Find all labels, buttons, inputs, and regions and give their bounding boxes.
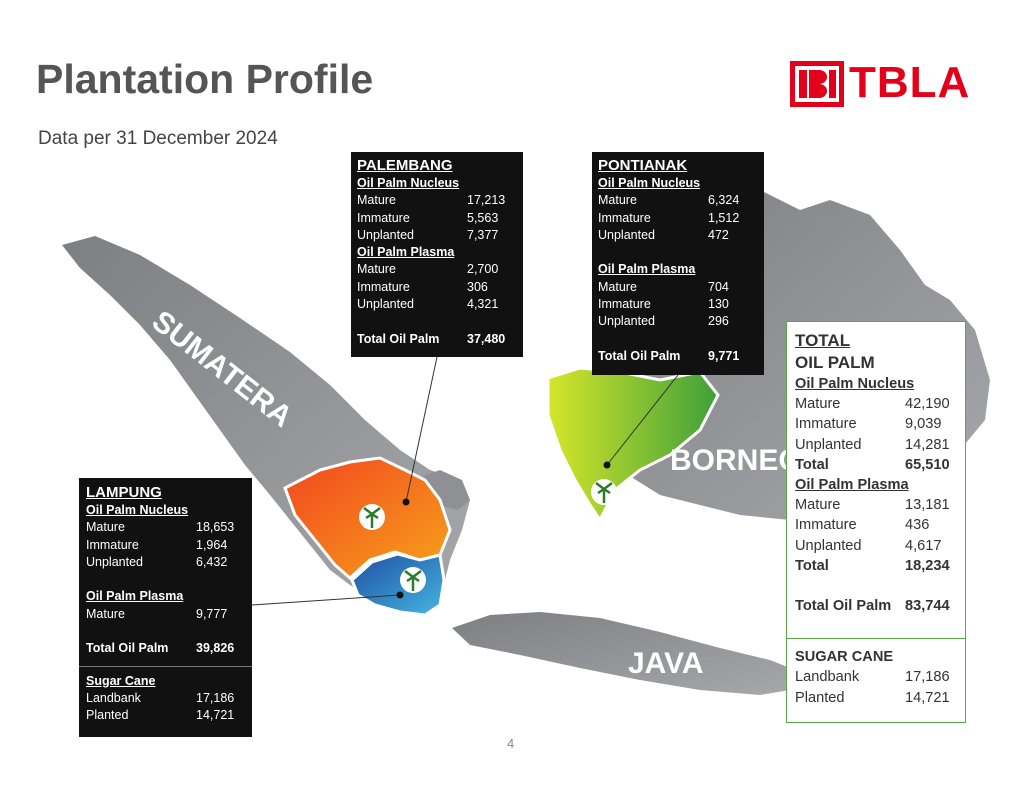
table-row: Landbank 17,186 xyxy=(86,690,235,705)
palembang-plasma-heading: Oil Palm Plasma xyxy=(357,245,455,260)
page-subtitle: Data per 31 December 2024 xyxy=(38,128,278,149)
total-sugar-heading: SUGAR CANE xyxy=(795,649,894,666)
total-info-box: TOTAL OIL PALM Oil Palm Nucleus Mature 42… xyxy=(786,321,966,723)
table-row: Unplanted 4,321 xyxy=(357,297,499,312)
pontianak-plasma-heading: Oil Palm Plasma xyxy=(598,262,696,277)
table-row: Planted 14,721 xyxy=(795,689,950,706)
table-row: Immature 306 xyxy=(357,279,488,294)
palembang-marker xyxy=(402,498,410,506)
table-row: Immature 5,563 xyxy=(357,210,499,225)
table-row: Mature 9,777 xyxy=(86,606,228,621)
table-row: Immature 130 xyxy=(598,297,729,312)
table-row: Mature 17,213 xyxy=(357,193,506,208)
total-plasma-total-row: Total 18,234 xyxy=(795,557,950,574)
palm-tree-icon xyxy=(400,567,426,593)
lampung-nucleus-heading: Oil Palm Nucleus xyxy=(86,503,189,517)
total-nucleus-total-row: Total 65,510 xyxy=(795,456,950,473)
table-row: Unplanted 6,432 xyxy=(86,554,228,569)
lampung-total-row: Total Oil Palm 39,826 xyxy=(86,641,235,656)
palembang-info-box: PALEMBANG Oil Palm Nucleus Mature 17,213 … xyxy=(351,152,523,357)
table-row: Mature 6,324 xyxy=(598,193,740,208)
lampung-plasma-heading: Oil Palm Plasma xyxy=(86,589,184,604)
pontianak-leader-line xyxy=(606,374,679,466)
total-grand-total-row: Total Oil Palm 83,744 xyxy=(795,598,950,615)
table-row: Mature 18,653 xyxy=(86,520,235,535)
java-island xyxy=(452,612,800,695)
page-number: 4 xyxy=(507,736,515,751)
palm-tree-icon xyxy=(591,479,617,505)
lampung-leader-line xyxy=(251,594,401,606)
table-row: Unplanted 296 xyxy=(598,314,729,329)
pontianak-marker xyxy=(603,461,611,469)
table-row: Immature 1,964 xyxy=(86,537,228,552)
total-nucleus-heading: Oil Palm Nucleus xyxy=(795,376,915,392)
borneo-label: BORNEO xyxy=(670,444,802,477)
table-row: Mature 704 xyxy=(598,279,729,294)
palembang-heading: PALEMBANG xyxy=(357,157,453,174)
table-row: Immature 436 xyxy=(795,517,930,534)
lampung-info-box: LAMPUNG Oil Palm Nucleus Mature 18,653 Im… xyxy=(79,478,252,737)
table-row: Mature 13,181 xyxy=(795,497,950,514)
lampung-sugar-heading: Sugar Cane xyxy=(86,673,156,688)
table-row: Planted 14,721 xyxy=(86,708,235,723)
divider xyxy=(787,638,965,640)
table-row: Unplanted 472 xyxy=(598,227,729,242)
pontianak-total-row: Total Oil Palm 9,771 xyxy=(598,348,740,363)
divider xyxy=(79,665,252,667)
total-heading-line2: OIL PALM xyxy=(795,353,875,372)
palembang-nucleus-heading: Oil Palm Nucleus xyxy=(357,176,460,190)
company-logo: TBLA xyxy=(789,60,981,108)
pontianak-nucleus-heading: Oil Palm Nucleus xyxy=(598,176,701,190)
table-row: Mature 2,700 xyxy=(357,262,499,277)
table-row: Unplanted 14,281 xyxy=(795,436,950,453)
logo-mark-icon xyxy=(790,61,844,107)
pontianak-heading: PONTIANAK xyxy=(598,157,688,174)
java-label: JAVA xyxy=(628,647,704,680)
table-row: Immature 1,512 xyxy=(598,210,740,225)
palm-tree-icon xyxy=(359,504,385,530)
palembang-total-row: Total Oil Palm 37,480 xyxy=(357,331,506,346)
logo-text: TBLA xyxy=(849,58,971,107)
table-row: Unplanted 4,617 xyxy=(795,537,942,554)
total-heading-line1: TOTAL xyxy=(795,331,851,350)
lampung-region xyxy=(350,552,446,617)
table-row: Mature 42,190 xyxy=(795,396,950,413)
palembang-leader-line xyxy=(405,356,438,503)
page-title: Plantation Profile xyxy=(36,56,374,102)
pontianak-info-box: PONTIANAK Oil Palm Nucleus Mature 6,324 I… xyxy=(592,152,764,375)
pontianak-region xyxy=(546,366,720,523)
lampung-marker xyxy=(396,591,404,599)
table-row: Landbank 17,186 xyxy=(795,669,950,686)
table-row: Immature 9,039 xyxy=(795,416,942,433)
table-row: Unplanted 7,377 xyxy=(357,227,499,242)
lampung-heading: LAMPUNG xyxy=(86,484,162,501)
bangka-island xyxy=(418,470,470,510)
total-plasma-heading: Oil Palm Plasma xyxy=(795,477,909,494)
